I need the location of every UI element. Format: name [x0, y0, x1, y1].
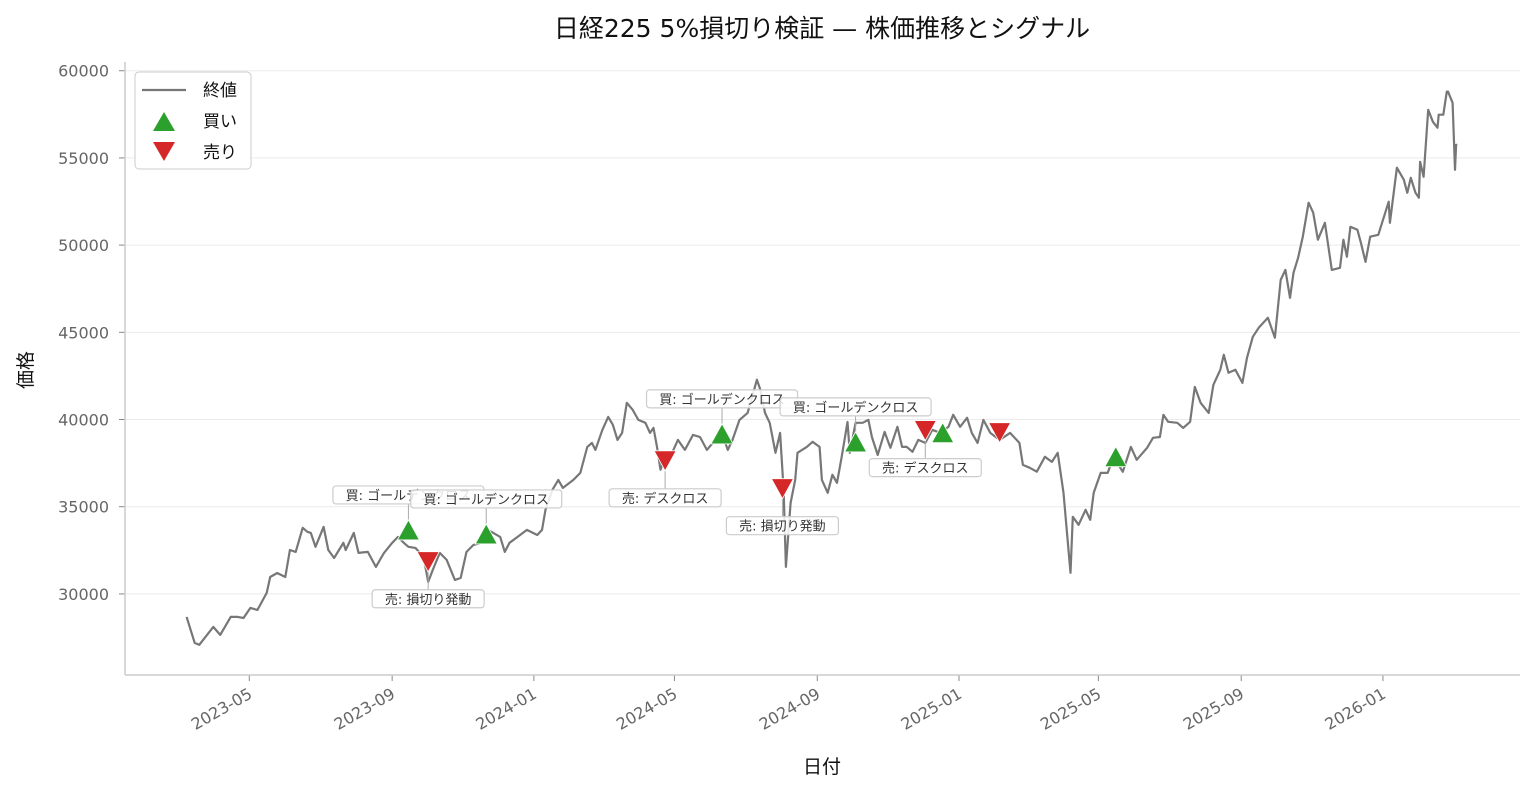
buy-marker-triangle-icon: [931, 421, 955, 444]
annotation-box: [868, 458, 982, 478]
legend-label-sell: 売り: [203, 143, 237, 163]
x-tick-label: 2026-01: [1322, 684, 1389, 734]
buy-marker-triangle-icon: [1104, 445, 1128, 468]
buy-annotation-label: 買: ゴールデンクロス: [793, 400, 919, 416]
y-tick-label: 60000: [58, 62, 109, 81]
y-axis: 30000 35000 40000 45000 50000 55000 60000: [58, 62, 125, 604]
legend-label-buy: 買い: [203, 112, 237, 132]
annotation-box: [779, 397, 932, 417]
x-axis-label: 日付: [803, 756, 841, 778]
x-tick-label: 2025-05: [1037, 684, 1104, 734]
sell-marker-triangle-icon: [416, 551, 440, 573]
y-tick-label: 35000: [58, 498, 109, 517]
series-line-close: [185, 90, 1458, 646]
annotation-box: [608, 488, 722, 508]
x-tick-label: 2025-09: [1180, 684, 1247, 734]
annotation-box: [410, 489, 563, 509]
y-tick-label: 50000: [58, 236, 109, 255]
sell-marker-triangle-icon: [770, 478, 795, 500]
signal-markers: [396, 420, 1128, 573]
buy-marker-triangle-icon: [843, 431, 868, 453]
chart-title: 日経225 5%損切り検証 — 株価推移とシグナル: [554, 14, 1090, 43]
sell-marker-triangle-icon: [913, 420, 937, 442]
buy-annotation-label: 買: ゴールデンクロス: [423, 492, 549, 508]
x-tick-label: 2023-05: [188, 684, 255, 734]
annotation-box: [725, 516, 840, 536]
sell-annotation-label: 売: デスクロス: [882, 461, 969, 477]
buy-annotation-label: 買: ゴールデンクロス: [659, 392, 785, 408]
x-tick-label: 2024-01: [472, 684, 539, 734]
buy-marker-triangle-icon: [396, 519, 421, 541]
y-tick-label: 45000: [58, 323, 109, 342]
x-tick-label: 2023-09: [331, 684, 398, 734]
legend-label-close: 終値: [203, 81, 237, 101]
x-axis: 2023-05 2023-09 2024-01 2024-05 2024-09 2025-…: [188, 675, 1389, 734]
buy-marker-triangle-icon: [474, 523, 498, 545]
grid: [125, 70, 1520, 595]
legend: 終値 買い 売り: [134, 71, 252, 170]
y-tick-label: 30000: [58, 585, 109, 604]
x-tick-label: 2025-01: [898, 684, 965, 734]
legend-sell-triangle-icon: [153, 142, 175, 161]
sell-annotation-label: 売: 損切り発動: [385, 592, 472, 608]
sell-marker-triangle-icon: [653, 450, 677, 472]
x-tick-label: 2024-05: [613, 684, 680, 734]
sell-marker-triangle-icon: [987, 422, 1012, 444]
x-tick-label: 2024-09: [756, 684, 823, 734]
sell-annotation-label: 売: デスクロス: [622, 491, 709, 507]
y-tick-label: 55000: [58, 149, 109, 168]
buy-marker-triangle-icon: [710, 423, 734, 445]
legend-buy-triangle-icon: [153, 112, 175, 131]
y-axis-label: 価格: [15, 351, 37, 389]
y-tick-label: 40000: [58, 411, 109, 430]
annotation-box: [371, 589, 485, 609]
sell-annotation-label: 売: 損切り発動: [739, 519, 826, 535]
